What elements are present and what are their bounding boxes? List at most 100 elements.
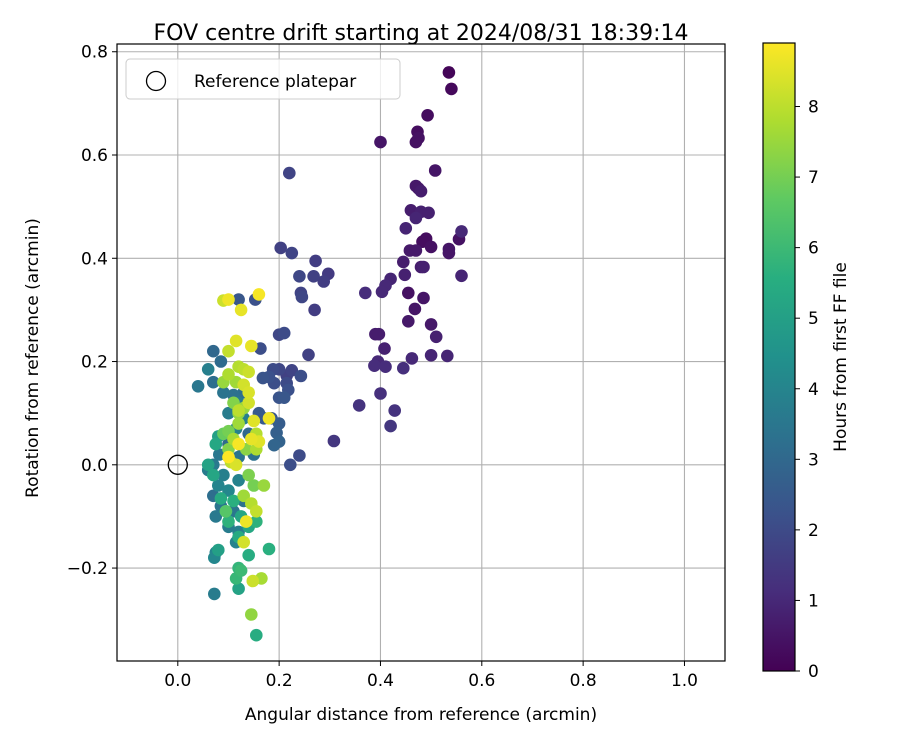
data-point: [424, 318, 438, 331]
data-point: [374, 135, 387, 149]
data-point: [207, 344, 220, 358]
data-point: [212, 543, 225, 557]
data-point: [232, 417, 245, 430]
data-point: [405, 352, 419, 365]
data-point: [207, 468, 220, 482]
data-point: [257, 479, 271, 492]
legend-label: Reference platepar: [194, 72, 356, 92]
data-point: [245, 432, 258, 446]
data-point: [295, 290, 309, 304]
data-point: [191, 380, 205, 393]
data-point: [247, 479, 261, 492]
data-point: [232, 437, 245, 451]
data-point: [302, 348, 315, 362]
data-point: [378, 342, 391, 355]
data-point: [397, 361, 410, 375]
data-point: [409, 211, 423, 225]
data-point: [234, 564, 248, 577]
data-point: [368, 359, 381, 373]
data-point: [237, 535, 250, 549]
data-point: [201, 458, 215, 472]
data-point: [229, 458, 243, 472]
colorbar-tick-label: 7: [808, 168, 819, 188]
data-point: [217, 386, 230, 399]
data-point: [414, 184, 428, 198]
data-point: [234, 303, 248, 317]
colorbar-tick-label: 4: [808, 380, 819, 400]
data-point: [227, 494, 240, 508]
y-tick-label: −0.2: [67, 559, 108, 579]
data-point: [375, 285, 389, 299]
x-axis-ticks: 0.0 0.2 0.4 0.6 0.8 1.0: [164, 661, 698, 691]
data-point: [208, 587, 221, 601]
data-point: [402, 315, 415, 328]
data-point: [245, 608, 258, 621]
data-point: [219, 505, 233, 518]
colorbar-tick-label: 5: [808, 309, 819, 329]
data-point: [379, 360, 392, 374]
data-point: [384, 419, 397, 433]
x-tick-label: 0.0: [164, 671, 191, 691]
data-point: [277, 326, 291, 340]
data-point: [372, 327, 386, 341]
data-point: [222, 515, 235, 528]
colorbar-tick-label: 6: [808, 239, 819, 259]
colorbar-tick-label: 1: [808, 591, 819, 611]
reference-platepar-marker: [167, 454, 188, 475]
y-tick-label: 0.0: [81, 456, 108, 476]
data-point: [429, 330, 443, 344]
data-point: [424, 349, 438, 362]
legend-box: [125, 58, 401, 100]
data-point: [442, 246, 456, 260]
x-tick-label: 1.0: [671, 671, 698, 691]
data-point: [417, 260, 430, 274]
data-point: [327, 434, 341, 448]
data-point: [455, 225, 468, 238]
data-point: [277, 391, 291, 405]
x-axis-label: Angular distance from reference (arcmin): [245, 705, 597, 725]
colorbar-label: Hours from first FF file: [831, 262, 851, 452]
data-point: [284, 458, 297, 472]
data-point: [455, 269, 468, 283]
data-point: [201, 363, 215, 376]
data-point: [428, 164, 442, 177]
data-point: [214, 492, 228, 505]
colorbar-tick-label: 8: [808, 98, 819, 118]
data-point: [294, 369, 308, 383]
colorbar-tick-label: 2: [808, 521, 819, 541]
data-point: [317, 275, 331, 288]
data-point: [388, 404, 402, 417]
data-point: [267, 438, 281, 452]
data-point: [256, 371, 270, 385]
y-tick-label: 0.2: [81, 353, 108, 373]
data-point: [409, 135, 423, 149]
colorbar-tick-label: 0: [808, 662, 819, 682]
data-point: [214, 355, 228, 368]
y-tick-label: 0.6: [81, 146, 108, 166]
data-point: [245, 339, 258, 353]
data-point: [242, 548, 255, 562]
data-points: [191, 66, 468, 642]
x-tick-label: 0.4: [367, 671, 394, 691]
data-point: [242, 365, 255, 379]
data-point: [397, 255, 410, 269]
data-point: [232, 404, 245, 417]
x-tick-label: 0.8: [570, 671, 597, 691]
plot-frame: [116, 43, 726, 662]
y-axis-ticks: −0.2 0.0 0.2 0.4 0.6 0.8: [67, 43, 117, 579]
data-point: [408, 302, 422, 316]
data-point: [209, 437, 223, 451]
data-point: [283, 166, 296, 180]
data-point: [209, 510, 223, 523]
data-point: [399, 222, 413, 235]
data-point: [424, 240, 438, 254]
data-point: [222, 484, 235, 497]
y-tick-label: 0.8: [81, 43, 108, 63]
data-point: [252, 288, 266, 301]
data-point: [441, 349, 454, 363]
data-point: [222, 293, 235, 306]
y-tick-label: 0.4: [81, 249, 108, 269]
data-point: [222, 344, 235, 358]
data-point: [242, 396, 255, 410]
